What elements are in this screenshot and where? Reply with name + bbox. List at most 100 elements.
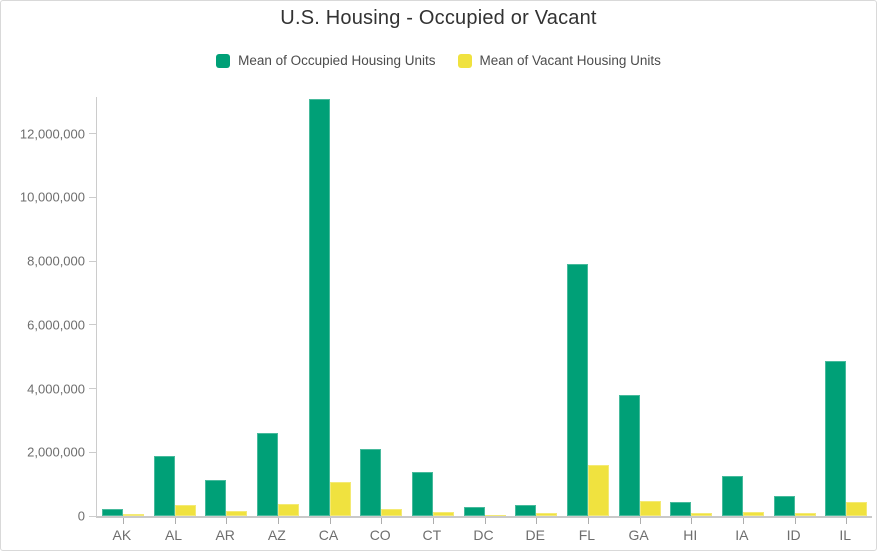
bar-vacant-ID[interactable] [794, 513, 816, 516]
x-axis-label-IA: IA [735, 527, 749, 543]
category-group-AR [200, 97, 252, 524]
bar-occupied-ID[interactable] [773, 496, 795, 516]
x-axis-label-CO: CO [369, 527, 391, 543]
category-group-IA [717, 97, 769, 524]
x-axis-labels: AK AL AR AZ CA CO CT DC DE FL GA HI IA ID IL [96, 527, 871, 543]
category-group-AK [97, 97, 149, 524]
bar-occupied-HI[interactable] [670, 501, 692, 516]
y-tick-mark [89, 388, 96, 390]
x-axis-label-FL: FL [578, 527, 596, 543]
y-tick-label: 2,000,000 [27, 444, 85, 460]
bar-vacant-DC[interactable] [484, 514, 506, 516]
x-axis-label-CA: CA [318, 527, 339, 543]
x-tick-mark [174, 518, 176, 524]
x-axis-label-CT: CT [422, 527, 442, 543]
bar-occupied-AZ[interactable] [256, 433, 278, 516]
x-tick-mark [536, 518, 538, 524]
y-tick-mark [89, 260, 96, 262]
category-group-GA [614, 97, 666, 524]
x-axis-label-DE: DE [525, 527, 545, 543]
x-tick-mark [381, 518, 383, 524]
x-tick-mark [277, 518, 279, 524]
x-axis-label-DC: DC [473, 527, 494, 543]
bar-vacant-AR[interactable] [226, 510, 248, 516]
x-axis-label-AR: AR [215, 527, 235, 543]
category-group-CA [304, 97, 356, 524]
legend: Mean of Occupied Housing Units Mean of V… [1, 53, 876, 68]
bar-occupied-CA[interactable] [308, 98, 330, 516]
bar-occupied-IA[interactable] [721, 475, 743, 516]
bar-vacant-DE[interactable] [536, 512, 558, 516]
category-group-CT [407, 97, 459, 524]
bar-occupied-GA[interactable] [618, 394, 640, 516]
bar-vacant-FL[interactable] [587, 465, 609, 516]
y-tick-label: 10,000,000 [19, 189, 85, 205]
legend-label-occupied: Mean of Occupied Housing Units [238, 53, 436, 68]
x-tick-mark [122, 518, 124, 524]
y-tick-mark [89, 196, 96, 198]
category-group-ID [769, 97, 821, 524]
bar-occupied-AL[interactable] [153, 456, 175, 516]
y-tick-label: 4,000,000 [27, 381, 85, 397]
category-group-HI [665, 97, 717, 524]
bar-vacant-IA[interactable] [742, 511, 764, 516]
legend-item-vacant[interactable]: Mean of Vacant Housing Units [457, 53, 661, 68]
vacant-swatch-icon [457, 53, 472, 68]
x-axis-label-AZ: AZ [267, 527, 286, 543]
category-group-DC [459, 97, 511, 524]
x-tick-mark [432, 518, 434, 524]
category-group-CO [355, 97, 407, 524]
category-group-AL [149, 97, 201, 524]
y-tick-mark [89, 133, 96, 135]
y-tick-mark [89, 324, 96, 326]
category-group-DE [510, 97, 562, 524]
legend-label-vacant: Mean of Vacant Housing Units [479, 53, 661, 68]
x-tick-mark [587, 518, 589, 524]
bar-vacant-AZ[interactable] [277, 504, 299, 516]
category-group-IL [820, 97, 872, 524]
bars-container [97, 97, 872, 524]
bar-occupied-AR[interactable] [205, 479, 227, 516]
x-axis-label-AK: AK [112, 527, 132, 543]
bar-vacant-GA[interactable] [639, 501, 661, 516]
bar-vacant-CO[interactable] [381, 509, 403, 516]
x-tick-mark [846, 518, 848, 524]
x-tick-mark [639, 518, 641, 524]
x-tick-mark [329, 518, 331, 524]
x-tick-mark [484, 518, 486, 524]
bar-vacant-CA[interactable] [329, 481, 351, 516]
bar-occupied-IL[interactable] [825, 361, 847, 516]
bar-occupied-DE[interactable] [515, 504, 537, 516]
x-tick-mark [691, 518, 693, 524]
bar-vacant-AL[interactable] [174, 504, 196, 516]
x-axis-label-HI: HI [683, 527, 698, 543]
bar-vacant-IL[interactable] [846, 501, 868, 516]
chart-title: U.S. Housing - Occupied or Vacant [280, 7, 597, 29]
legend-item-occupied[interactable]: Mean of Occupied Housing Units [216, 53, 436, 68]
bar-vacant-CT[interactable] [432, 512, 454, 516]
x-axis-label-AL: AL [164, 527, 183, 543]
y-tick-label: 0 [77, 508, 85, 524]
bar-occupied-DC[interactable] [463, 507, 485, 516]
category-group-FL [562, 97, 614, 524]
bar-vacant-HI[interactable] [691, 513, 713, 516]
y-tick-label: 8,000,000 [27, 253, 85, 269]
x-tick-mark [226, 518, 228, 524]
x-axis-label-IL: IL [839, 527, 852, 543]
bar-occupied-FL[interactable] [566, 264, 588, 516]
category-group-AZ [252, 97, 304, 524]
bar-occupied-CO[interactable] [360, 448, 382, 516]
bar-occupied-CT[interactable] [411, 472, 433, 516]
x-tick-mark [794, 518, 796, 524]
x-tick-mark [742, 518, 744, 524]
bar-occupied-AK[interactable] [101, 508, 123, 516]
bar-vacant-AK[interactable] [122, 514, 144, 516]
x-axis-label-ID: ID [786, 527, 801, 543]
plot-area: 0 2,000,000 4,000,000 6,000,000 8,000,000 10,… [20, 97, 872, 524]
occupied-swatch-icon [216, 53, 231, 68]
y-tick-label: 12,000,000 [19, 126, 85, 142]
y-tick-mark [89, 515, 96, 517]
y-tick-mark [89, 451, 96, 453]
y-tick-label: 6,000,000 [27, 317, 85, 333]
